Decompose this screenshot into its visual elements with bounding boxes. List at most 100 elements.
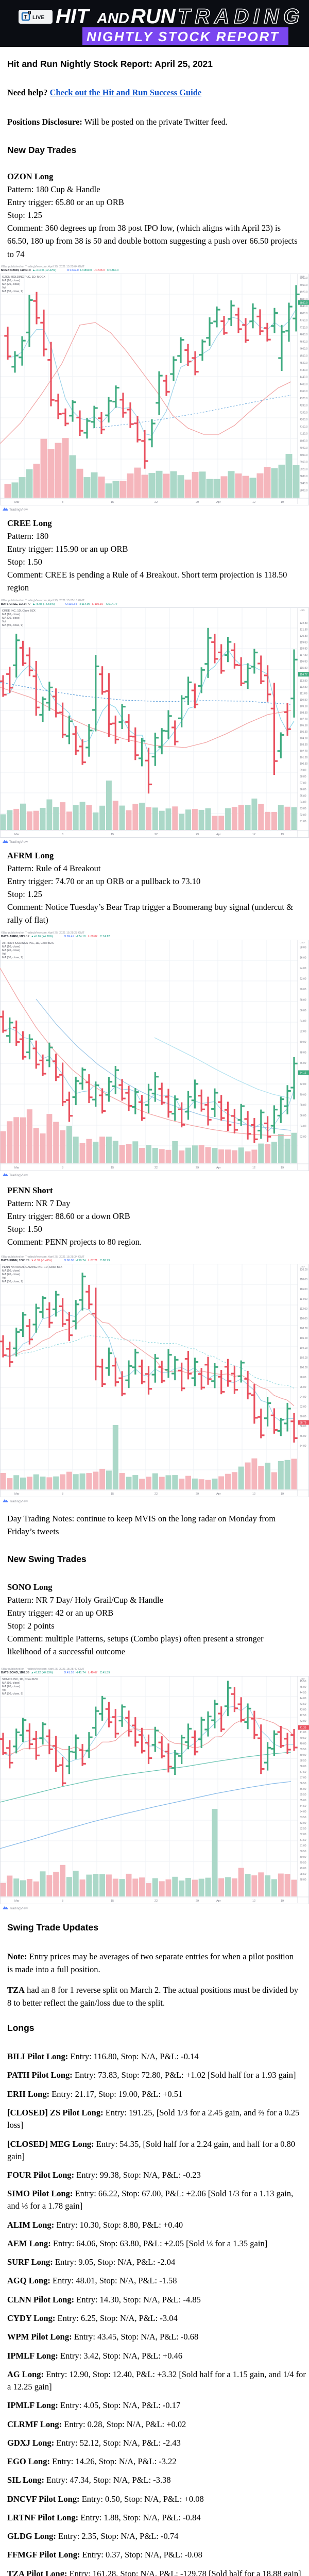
svg-text:111.80: 111.80 [300, 692, 307, 696]
svg-text:64.00: 64.00 [300, 1125, 306, 1128]
svg-text:TRADING: TRADING [178, 5, 304, 28]
svg-text:90.00: 90.00 [300, 1415, 306, 1418]
svg-text:31.50: 31.50 [300, 1839, 306, 1842]
svg-text:MA (50, close, 9): MA (50, close, 9) [2, 1692, 23, 1696]
svg-text:70.00: 70.00 [300, 1093, 306, 1096]
svg-text:12: 12 [252, 1493, 255, 1496]
svg-text:76.00: 76.00 [300, 1062, 306, 1065]
svg-text:86.00: 86.00 [300, 1435, 306, 1438]
svg-text:43.00: 43.00 [300, 1708, 306, 1711]
svg-text:28.00: 28.00 [300, 1878, 306, 1882]
svg-text:O:90.00: O:90.00 [64, 1259, 74, 1262]
svg-text:19: 19 [281, 1900, 284, 1903]
svg-text:118.80: 118.80 [300, 648, 307, 651]
svg-text:88.79: 88.79 [22, 1259, 29, 1262]
svg-text:29.50: 29.50 [300, 1861, 306, 1865]
svg-text:12: 12 [252, 1166, 255, 1170]
svg-text:108.80: 108.80 [300, 711, 308, 715]
svg-text:44.50: 44.50 [300, 1691, 306, 1694]
svg-text:Vol: Vol [2, 620, 6, 623]
svg-text:3880.0: 3880.0 [300, 475, 308, 478]
svg-text:40.00: 40.00 [300, 1742, 306, 1745]
svg-text:98.00: 98.00 [300, 946, 306, 949]
svg-text:TradingView: TradingView [9, 1907, 28, 1910]
svg-text:TradingView: TradingView [9, 508, 28, 512]
svg-text:107.80: 107.80 [300, 718, 308, 721]
svg-text:▼-0.37 (-0.42%): ▼-0.37 (-0.42%) [31, 1259, 52, 1262]
svg-text:110.80: 110.80 [300, 699, 307, 702]
svg-text:74.12: 74.12 [300, 1072, 306, 1075]
svg-text:4760.0: 4760.0 [300, 319, 308, 323]
svg-text:4280.0: 4280.0 [300, 404, 308, 408]
svg-text:MA (50, close, 9): MA (50, close, 9) [2, 956, 23, 959]
svg-text:115.80: 115.80 [300, 667, 307, 670]
svg-text:97.80: 97.80 [300, 782, 306, 785]
svg-text:RUN: RUN [131, 5, 176, 28]
svg-text:36.00: 36.00 [300, 1788, 306, 1791]
svg-text:4520.0: 4520.0 [300, 362, 308, 365]
svg-text:88.00: 88.00 [300, 1425, 306, 1428]
svg-text:88.79: 88.79 [300, 1421, 306, 1425]
svg-text:4840.0: 4840.0 [300, 305, 308, 308]
svg-text:29: 29 [196, 1166, 199, 1170]
svg-text:8: 8 [62, 833, 63, 836]
svg-text:NIGHTLY STOCK REPORT: NIGHTLY STOCK REPORT [87, 29, 280, 44]
svg-text:96.00: 96.00 [300, 957, 306, 960]
svg-text:MA (50, close, 9): MA (50, close, 9) [2, 624, 23, 627]
svg-text:▲+6.16 (+4.20%): ▲+6.16 (+4.20%) [31, 935, 54, 938]
svg-text:MA (10, close): MA (10, close) [2, 613, 20, 616]
svg-text:4880.0: 4880.0 [300, 298, 308, 301]
svg-text:116.80: 116.80 [300, 660, 307, 664]
svg-text:4960.0: 4960.0 [300, 284, 308, 287]
svg-text:4560.0: 4560.0 [300, 354, 308, 358]
svg-text:100.00: 100.00 [300, 1366, 308, 1369]
svg-text:SONOS INC, 1D, Cboe BZX: SONOS INC, 1D, Cboe BZX [2, 1678, 38, 1681]
svg-text:4200.0: 4200.0 [300, 418, 308, 421]
svg-text:114.77: 114.77 [300, 673, 307, 676]
svg-text:HIT: HIT [56, 5, 91, 28]
svg-text:12: 12 [252, 833, 255, 836]
svg-text:35.00: 35.00 [300, 1799, 306, 1802]
svg-text:118.00: 118.00 [300, 1278, 307, 1281]
svg-text:MA (20, close): MA (20, close) [2, 1273, 20, 1276]
svg-text:62.00: 62.00 [300, 1136, 306, 1139]
svg-text:L:4738.0: L:4738.0 [94, 269, 105, 272]
svg-text:92.00: 92.00 [300, 1405, 306, 1409]
svg-text:102.00: 102.00 [300, 1357, 308, 1360]
svg-text:93.80: 93.80 [300, 807, 306, 810]
svg-text:3800.0: 3800.0 [300, 489, 308, 493]
svg-text:BATS:SONO, 1D: BATS:SONO, 1D [1, 1671, 23, 1674]
svg-text:66.00: 66.00 [300, 1114, 306, 1117]
svg-text:15: 15 [111, 833, 114, 836]
svg-text:39.00: 39.00 [300, 1754, 306, 1757]
svg-text:MA (10, close): MA (10, close) [2, 945, 20, 948]
svg-text:MA (50, close, 9): MA (50, close, 9) [2, 1280, 23, 1283]
svg-text:MA (20, close): MA (20, close) [2, 283, 20, 286]
svg-text:3840.0: 3840.0 [300, 482, 308, 485]
svg-text:4080.0: 4080.0 [300, 439, 308, 443]
svg-text:98.00: 98.00 [300, 1376, 306, 1379]
svg-text:USD: USD [300, 1677, 305, 1680]
svg-text:OZON HOLDING PLC, 1D, MOEX: OZON HOLDING PLC, 1D, MOEX [2, 276, 45, 279]
svg-text:94.80: 94.80 [300, 801, 306, 804]
svg-text:101.80: 101.80 [300, 756, 308, 759]
svg-text:4240.0: 4240.0 [300, 411, 308, 414]
svg-text:112.80: 112.80 [300, 686, 307, 689]
svg-text:Apr: Apr [216, 1900, 221, 1903]
svg-text:113.80: 113.80 [300, 680, 307, 683]
svg-text:38.50: 38.50 [300, 1759, 306, 1762]
svg-text:Vol: Vol [2, 286, 6, 290]
svg-text:Mar: Mar [14, 501, 20, 504]
svg-text:80.00: 80.00 [300, 1041, 306, 1044]
svg-text:MOEX:OZON, 1D: MOEX:OZON, 1D [1, 269, 24, 272]
svg-text:43.50: 43.50 [300, 1703, 306, 1706]
svg-text:TradingView: TradingView [9, 840, 28, 844]
svg-text:19: 19 [281, 833, 284, 836]
svg-text:120.80: 120.80 [300, 635, 308, 638]
svg-text:94.00: 94.00 [300, 1396, 306, 1399]
svg-text:34.00: 34.00 [300, 1810, 306, 1814]
svg-text:44.00: 44.00 [300, 1697, 306, 1700]
svg-text:122.80: 122.80 [300, 622, 308, 625]
svg-text:104.80: 104.80 [300, 737, 308, 740]
svg-text:4400.0: 4400.0 [300, 383, 308, 386]
